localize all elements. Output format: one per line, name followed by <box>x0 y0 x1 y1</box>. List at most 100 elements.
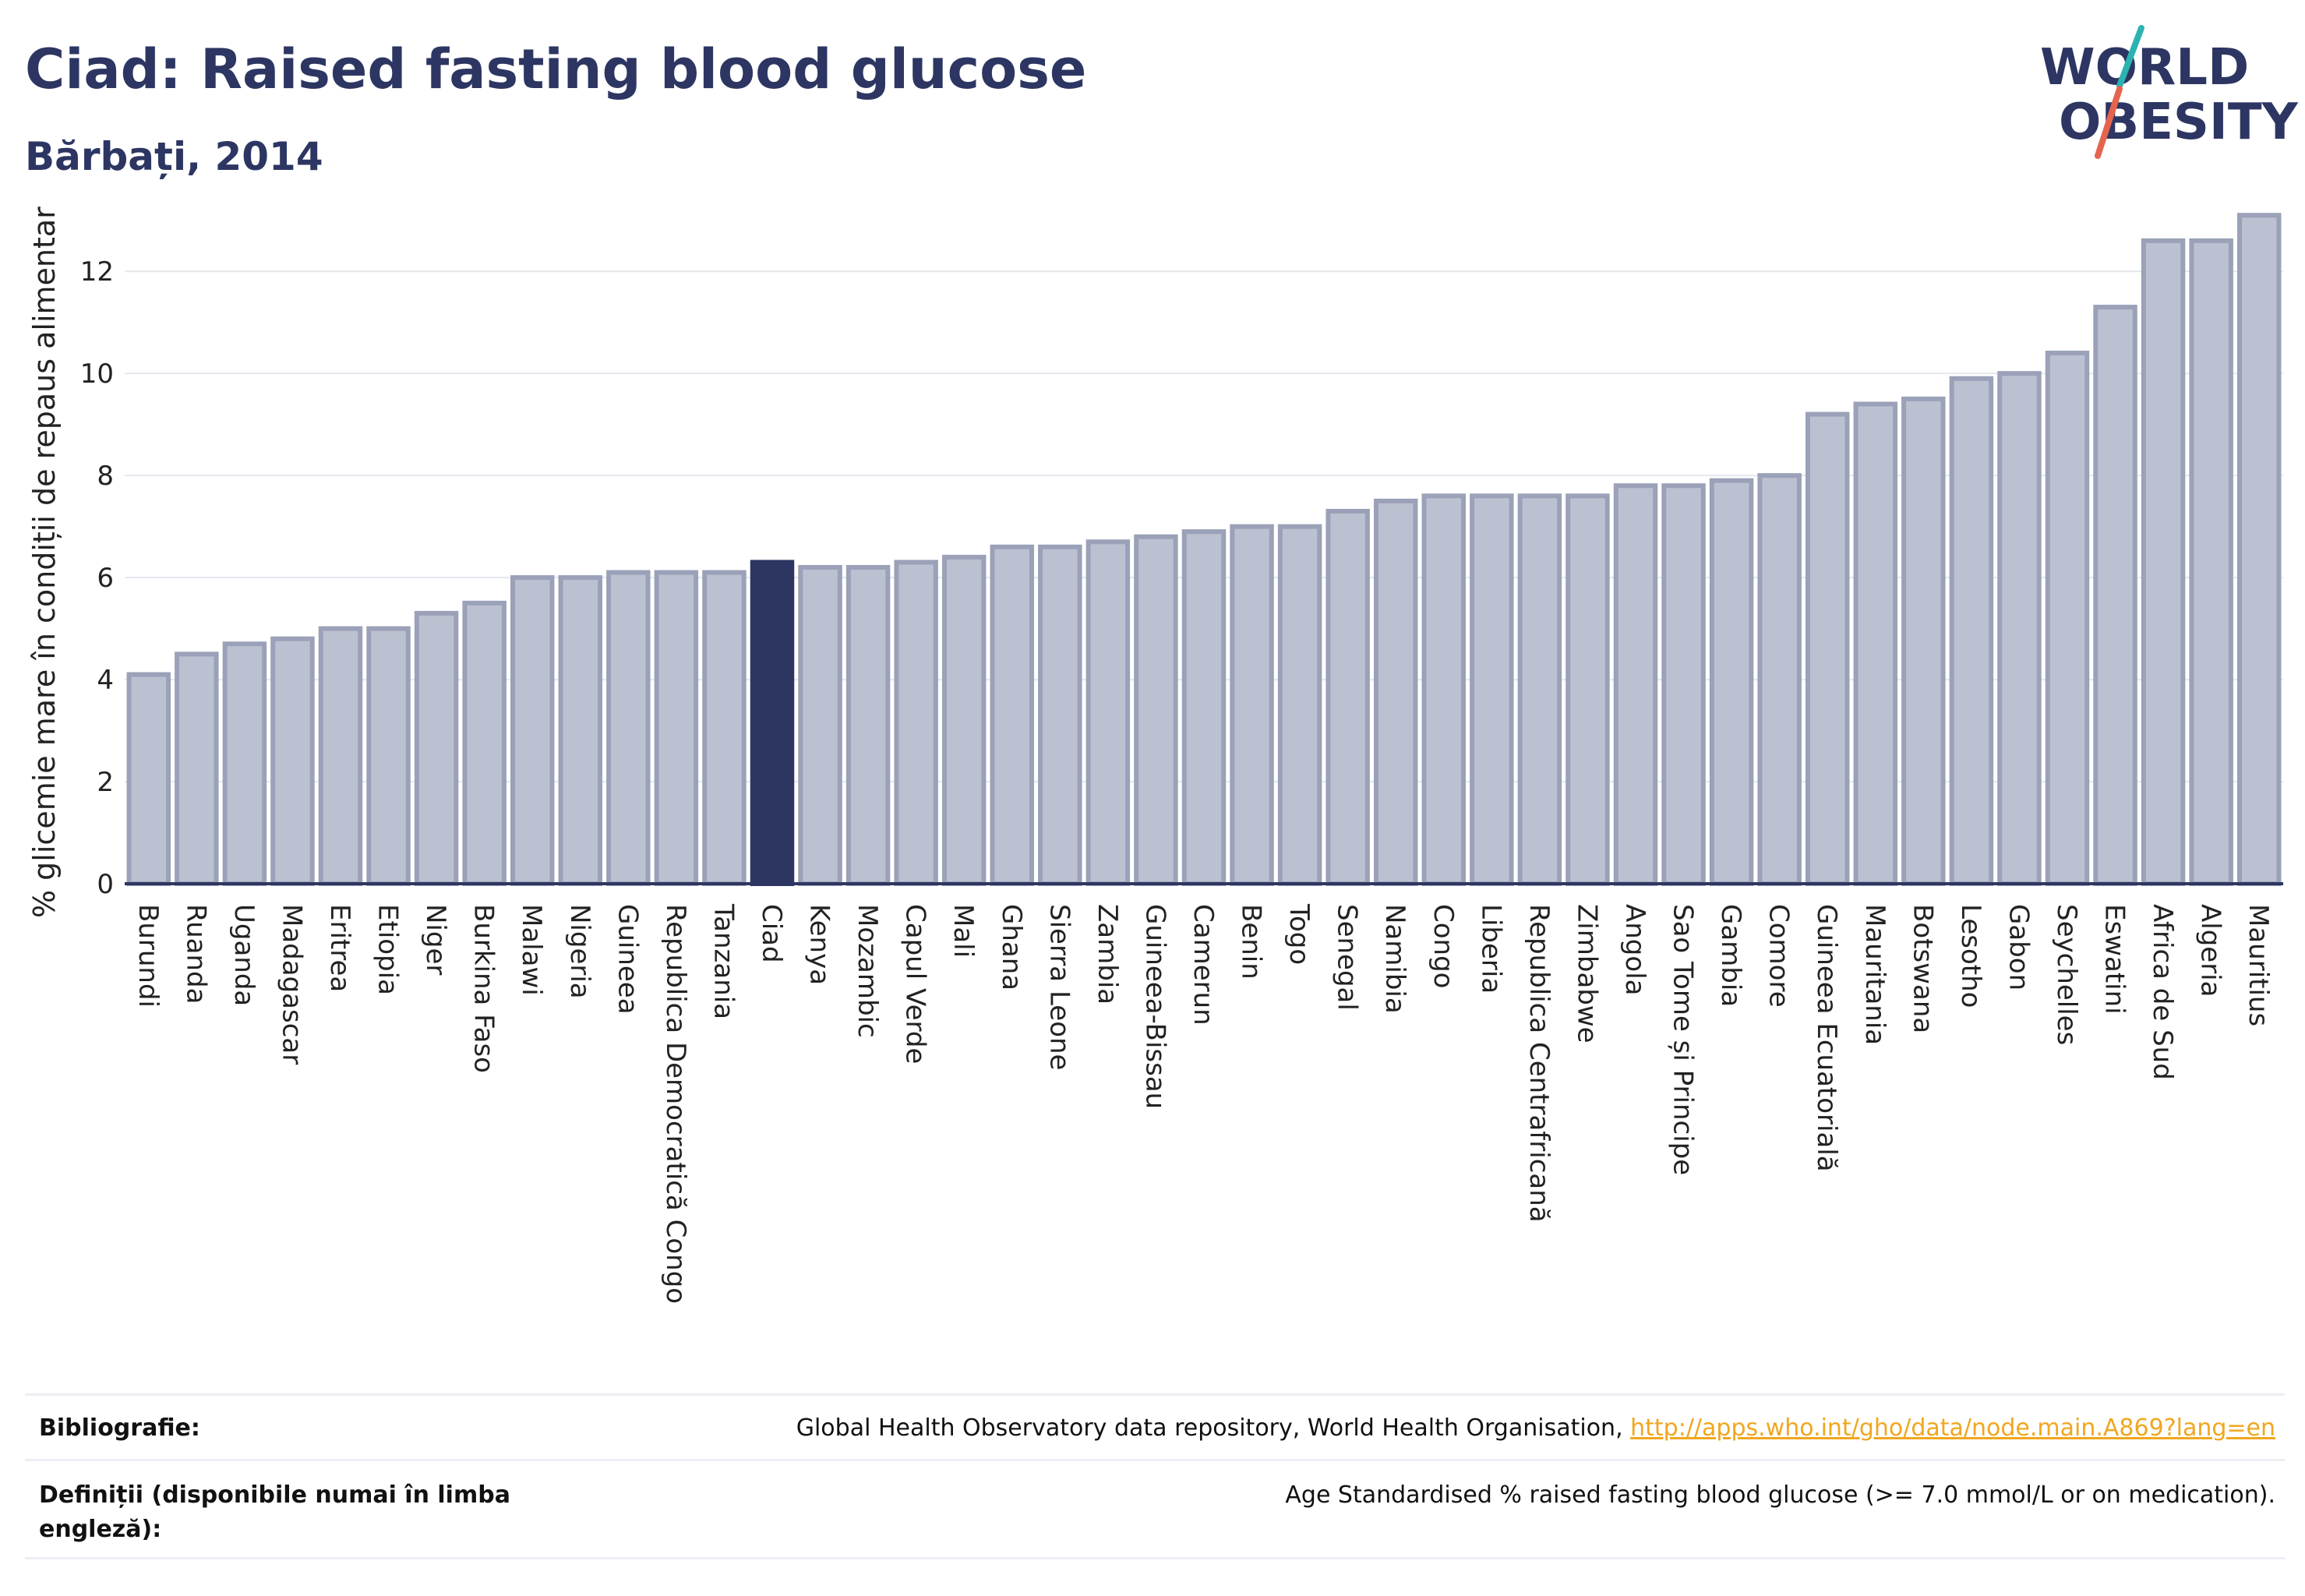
bar[interactable] <box>1373 498 1418 887</box>
bar[interactable] <box>414 610 459 886</box>
bar-chart: 0 2 4 6 8 10 12 Burundi Ruanda Uganda Madagascar E… <box>27 207 2283 1304</box>
bar[interactable] <box>845 565 891 887</box>
x-tick-label: Mozambic <box>852 904 883 1038</box>
x-tick-labels: Burundi Ruanda Uganda Madagascar Eritrea Etio… <box>132 903 2274 1304</box>
logo-slash-coral <box>2095 86 2123 159</box>
bibliography-link[interactable]: http://apps.who.int/gho/data/node.main.A… <box>1630 1414 2275 1442</box>
x-tick-label: Senegal <box>1332 904 1363 1011</box>
x-tick-label: Lesotho <box>1955 904 1986 1008</box>
bar[interactable] <box>1997 371 2042 886</box>
bibliography-text: Global Health Observatory data repositor… <box>796 1414 1631 1442</box>
x-tick-label: Ghana <box>996 904 1027 990</box>
bar[interactable] <box>1853 401 1898 886</box>
bar[interactable] <box>1325 508 1370 886</box>
x-tick-label: Camerun <box>1188 904 1219 1026</box>
x-tick-label: Angola <box>1619 904 1650 995</box>
y-tick-label: 8 <box>97 461 114 492</box>
x-tick-label: Niger <box>420 904 451 975</box>
bar[interactable] <box>2189 238 2233 886</box>
x-tick-label: Sierra Leone <box>1043 904 1075 1070</box>
x-tick-label: Guineea-Bissau <box>1139 904 1170 1109</box>
bar[interactable] <box>1085 539 1131 886</box>
footer-divider <box>25 1557 2285 1559</box>
bar[interactable] <box>366 626 411 886</box>
bar[interactable] <box>2045 350 2090 886</box>
bar[interactable] <box>606 570 651 887</box>
x-tick-label: Eswatini <box>2099 904 2130 1015</box>
bar[interactable] <box>126 672 171 886</box>
x-tick-label: Benin <box>1236 904 1267 980</box>
x-tick-label: Madagascar <box>276 904 307 1065</box>
bar[interactable] <box>510 575 555 886</box>
x-tick-label: Congo <box>1428 904 1459 988</box>
bar[interactable] <box>2236 213 2282 887</box>
x-tick-label: Etiopia <box>372 904 404 995</box>
bar[interactable] <box>1517 493 1562 887</box>
y-tick-label: 2 <box>97 767 114 798</box>
bar[interactable] <box>1949 376 1994 886</box>
bar[interactable] <box>1470 493 1514 887</box>
bar[interactable] <box>1181 529 1227 887</box>
y-tick-label: 10 <box>80 358 114 390</box>
bibliography-label: Bibliografie: <box>39 1414 200 1442</box>
chart-title: Ciad: Raised fasting blood glucose <box>25 37 1087 101</box>
world-obesity-logo[interactable]: WORLD OBESITY <box>2034 23 2299 171</box>
x-tick-label: Zambia <box>1092 904 1123 1005</box>
x-tick-label: Gambia <box>1715 904 1746 1007</box>
chart-subtitle: Bărbați, 2014 <box>25 134 323 179</box>
x-tick-label: Eritrea <box>324 904 355 992</box>
bar[interactable] <box>222 641 267 887</box>
bar[interactable] <box>1277 524 1322 886</box>
bar[interactable] <box>1805 411 1850 886</box>
y-tick-label: 0 <box>97 869 114 900</box>
bar[interactable] <box>894 560 938 886</box>
x-tick-label: Ruanda <box>180 904 211 1004</box>
x-tick-label: Burundi <box>132 904 164 1008</box>
logo-line2: OBESITY <box>2059 94 2298 151</box>
bar[interactable] <box>462 600 507 887</box>
bar[interactable] <box>1134 534 1178 887</box>
y-axis-label: % glicemie mare în condiții de repaus al… <box>27 207 62 918</box>
x-tick-label: Ciad <box>756 904 787 963</box>
bar[interactable] <box>1709 478 1754 886</box>
bar[interactable] <box>1613 483 1658 886</box>
x-tick-label: Comore <box>1763 904 1795 1008</box>
bar[interactable] <box>1421 493 1467 887</box>
x-tick-label: Malawi <box>516 904 547 996</box>
bars <box>126 213 2282 887</box>
x-tick-label: Mali <box>948 904 979 958</box>
bar[interactable] <box>2141 238 2186 886</box>
x-tick-label: Africa de Sud <box>2147 904 2178 1080</box>
y-tick-labels: 0 2 4 6 8 10 12 <box>80 256 114 900</box>
x-tick-label: Seychelles <box>2051 904 2082 1045</box>
bar[interactable] <box>1565 493 1610 887</box>
bar[interactable] <box>702 570 747 887</box>
bar[interactable] <box>2093 305 2137 886</box>
x-tick-label: Burkina Faso <box>468 904 499 1073</box>
bar[interactable] <box>941 554 987 886</box>
bar[interactable] <box>558 575 603 886</box>
bar[interactable] <box>798 565 842 887</box>
logo-slash-teal <box>2116 25 2144 89</box>
bar[interactable] <box>1230 524 1274 886</box>
bar[interactable] <box>1661 483 1706 886</box>
bar[interactable] <box>175 651 219 886</box>
y-tick-label: 6 <box>97 563 114 594</box>
x-tick-label: Republica Democratică Congo <box>660 904 691 1304</box>
x-tick-label: Sao Tome și Principe <box>1668 904 1699 1175</box>
bar[interactable] <box>990 544 1035 886</box>
x-tick-label: Guineea Ecuatorială <box>1811 904 1842 1172</box>
definitions-label: Definiții (disponibile numai în limba en… <box>39 1481 510 1543</box>
bar[interactable] <box>270 636 315 886</box>
x-tick-label: Kenya <box>804 904 835 985</box>
y-tick-label: 4 <box>97 665 114 696</box>
bar[interactable] <box>654 570 699 887</box>
bar[interactable] <box>1901 396 1946 887</box>
bar[interactable] <box>1038 544 1082 886</box>
x-tick-label: Uganda <box>228 904 259 1006</box>
bar-highlight[interactable] <box>750 560 795 886</box>
bar[interactable] <box>1757 473 1802 886</box>
bar[interactable] <box>318 626 363 886</box>
footer-bibliography-row: Bibliografie: Global Health Observatory … <box>25 1393 2285 1461</box>
x-tick-label: Botswana <box>1907 904 1938 1033</box>
